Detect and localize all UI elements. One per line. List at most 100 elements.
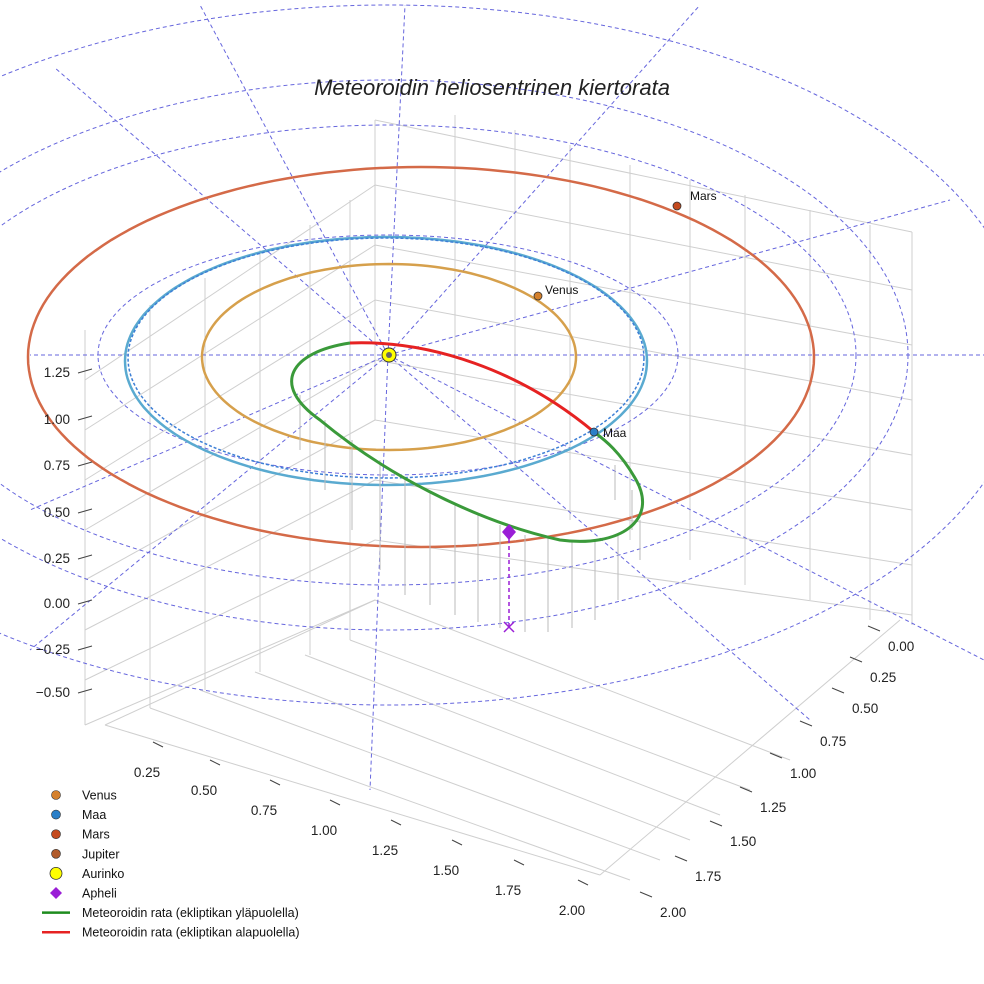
y-tick [639,891,653,898]
grid-line [349,639,751,791]
x-tick-label: 0.25 [134,765,160,780]
z-tick [77,368,93,374]
earth-orbit [123,235,649,487]
z-tick [77,688,93,694]
grid-line [374,539,913,616]
x-tick-label: 1.25 [372,843,398,858]
x-tick-label: 0.50 [191,783,217,798]
x-tick-label: 1.50 [433,863,459,878]
x-tick-label: 1.75 [495,883,521,898]
grid-line [149,707,631,881]
grid-line [199,689,661,861]
grid-line [374,184,913,291]
y-tick-label: 2.00 [660,905,686,920]
meteoroid-drop-lines [299,395,641,632]
z-tick [77,599,93,605]
aphelion-marker [502,524,516,540]
polar-spoke [387,199,951,356]
legend-label: Apheli [82,887,117,901]
z-tick [77,508,93,514]
meteoroid-orbit [290,341,644,627]
z-tick [77,415,93,421]
grid-line [374,599,791,761]
sun-marker-core [386,352,392,358]
legend-label: Aurinko [82,867,124,881]
grid-line [599,619,901,876]
polar-spoke [387,4,701,356]
x-tick [269,779,281,786]
polar-spoke [29,354,389,651]
legend-label: Mars [82,828,110,842]
legend-label: Jupiter [82,847,120,861]
grid-line [374,419,913,511]
y-tick-label: 1.50 [730,834,756,849]
grid-line [374,299,913,401]
venus-label: Venus [545,283,578,297]
z-tick-label: −0.25 [36,642,70,657]
legend-marker [51,829,61,840]
y-tick [709,820,723,827]
grid-line [84,419,376,581]
venus-marker [533,291,543,301]
z-tick [77,645,93,651]
legend-label: Meteoroidin rata (ekliptikan yläpuolella… [82,906,299,920]
mars-orbit [26,165,816,549]
grid-line [84,244,376,431]
y-tick [849,656,863,663]
meteoroid-orbit-above [290,341,644,543]
y-tick [769,752,783,759]
grid-line [84,359,376,531]
z-tick-label: 1.00 [44,412,70,427]
x-tick [577,879,589,886]
y-tick-label: 0.25 [870,670,896,685]
grid-line [84,539,376,681]
z-tick-label: −0.50 [36,685,70,700]
y-tick [867,625,881,632]
grid-line [374,119,913,233]
grid-line [84,184,376,381]
polar-spoke [369,354,389,791]
earth-orbit-dashed [127,237,645,479]
axis-ticks: 1.25 1.00 0.75 0.50 0.25 0.00 −0.25 −0.50 0.25 0.… [36,365,914,920]
grid-line [104,599,376,726]
legend-label: Maa [82,808,106,822]
x-tick-label: 0.75 [251,803,277,818]
aphelion-projection-marker [503,621,515,633]
chart-title: Meteoroidin heliosentrinen kiertorata [314,75,670,100]
polar-spoke [54,67,389,356]
polar-ring [0,4,984,706]
grid-line [84,599,376,726]
legend-marker [51,790,61,800]
y-tick [739,786,753,793]
x-tick [329,799,341,806]
z-tick [77,554,93,560]
legend-marker [50,887,62,899]
grid-line [374,359,913,456]
earth-label: Maa [603,426,627,440]
x-tick [513,859,525,866]
legend-marker [51,809,61,820]
polar-grid [0,4,984,791]
z-tick [77,461,93,467]
x-tick [152,741,164,748]
polar-ring [0,124,857,586]
mars-label: Mars [690,189,717,203]
polar-spoke [199,4,389,356]
z-tick-label: 0.25 [44,551,70,566]
earth-marker [589,427,599,437]
markers: Venus Maa Mars [381,189,717,633]
grid-line [104,724,601,876]
axis-grid [84,115,913,881]
z-tick-label: 1.25 [44,365,70,380]
grid-line [374,244,913,346]
grid-line [254,671,691,841]
legend-marker [51,848,61,859]
x-tick [451,839,463,846]
x-tick [390,819,402,826]
polar-spoke [387,354,811,721]
z-tick-label: 0.50 [44,505,70,520]
planet-orbits [26,165,816,549]
z-tick-label: 0.00 [44,596,70,611]
